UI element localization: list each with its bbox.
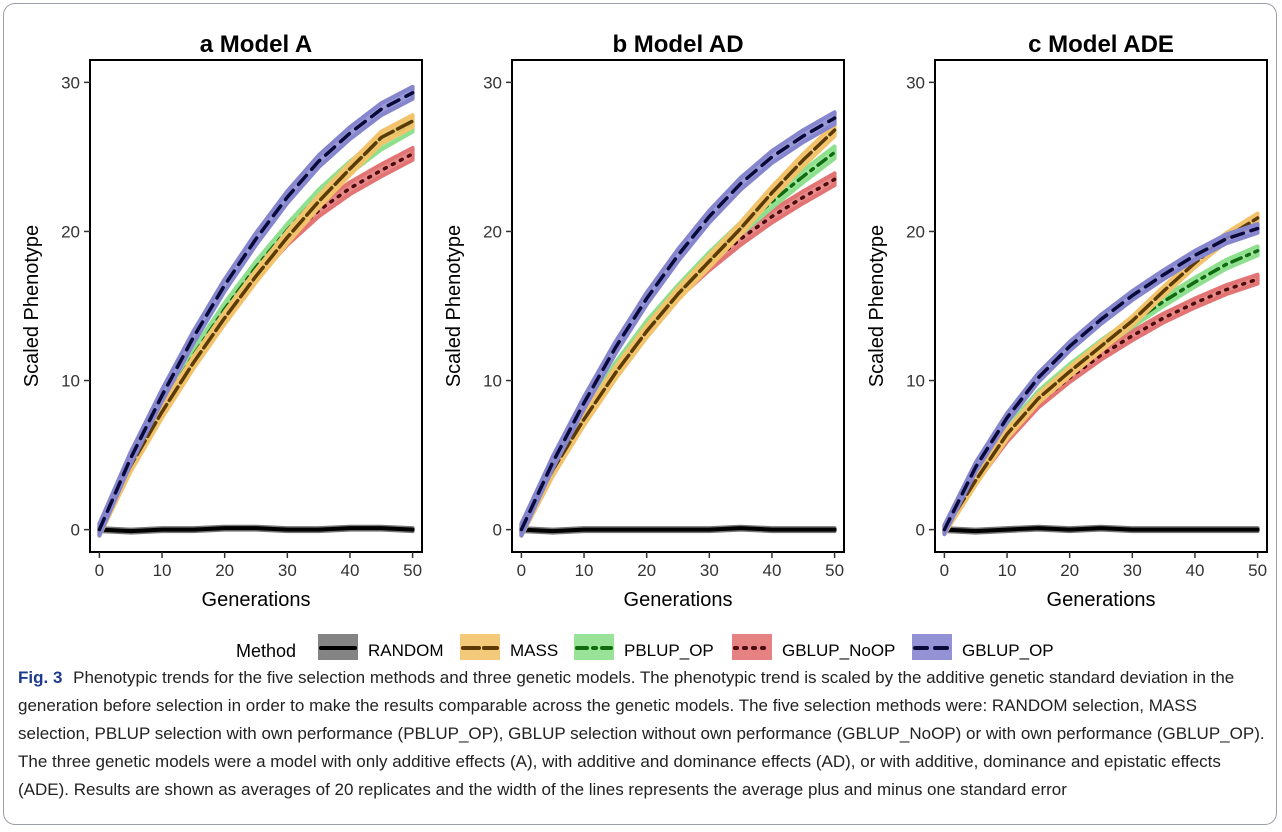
x-tick-label: 0: [517, 561, 526, 580]
title-gap: [213, 31, 220, 58]
caption-text: Phenotypic trends for the five selection…: [18, 668, 1265, 799]
panel-c: c Model ADE 0 10 20 30 40 50 0 10 20 30 Generations…: [866, 31, 1268, 611]
x-axis-label: Generations: [202, 589, 311, 611]
series-line-gblup-op: [519, 116, 837, 532]
x-tick-label: 50: [1248, 561, 1267, 580]
y-tick-label: 20: [483, 222, 502, 241]
x-axis-label: Generations: [624, 589, 733, 611]
panel-b: b Model AD 0 10 20 30 40 50 0 10 20 30 Generations S…: [443, 31, 845, 611]
panel-title-text: Model A: [220, 31, 312, 58]
x-tick-label: 20: [1060, 561, 1079, 580]
panel-a: a Model A 0 10 20 30 40 50 0 10 20 30 Generations Sc…: [21, 31, 423, 611]
panel-title-text: Model AD: [634, 31, 744, 58]
legend-label: GBLUP_NoOP: [782, 641, 895, 660]
legend: Method RANDOM MASS PBLUP_OP GBLUP_NoOP GBLUP…: [236, 634, 1054, 660]
plot-frame: [934, 59, 1268, 553]
x-tick-label: 20: [215, 561, 234, 580]
panel-letter: b: [612, 31, 627, 58]
y-tick-label: 0: [916, 521, 925, 540]
title-gap: [1041, 31, 1048, 58]
legend-label: GBLUP_OP: [962, 641, 1054, 660]
legend-label: MASS: [510, 641, 558, 660]
y-axis-label: Scaled Phenotype: [443, 225, 465, 387]
panel-letter: a: [200, 31, 214, 58]
x-tick-label: 0: [940, 561, 949, 580]
y-tick-label: 0: [493, 521, 502, 540]
series-band-mass: [519, 122, 837, 538]
series-band-gblup-op: [519, 110, 837, 538]
y-axis-label: Scaled Phenotype: [21, 225, 43, 387]
series-line-mass: [97, 119, 415, 532]
y-tick-label: 30: [61, 73, 80, 92]
series-line-gblup-noop: [97, 152, 415, 532]
x-axis-label: Generations: [1047, 589, 1156, 611]
x-tick-label: 50: [825, 561, 844, 580]
y-tick-label: 30: [906, 73, 925, 92]
x-tick-label: 40: [1186, 561, 1205, 580]
panel-title: b Model AD: [612, 31, 743, 58]
title-gap: [627, 31, 634, 58]
y-tick-label: 20: [61, 222, 80, 241]
x-tick-label: 30: [700, 561, 719, 580]
panel-letter: c: [1028, 31, 1041, 58]
y-tick-label: 10: [483, 372, 502, 391]
series-line-gblup-op: [97, 91, 415, 532]
figure-caption: Fig. 3 Phenotypic trends for the five se…: [18, 664, 1268, 804]
legend-label: RANDOM: [368, 641, 444, 660]
x-tick-label: 30: [1123, 561, 1142, 580]
y-tick-label: 20: [906, 222, 925, 241]
panel-title: c Model ADE: [1028, 31, 1174, 58]
y-tick-label: 0: [71, 521, 80, 540]
caption-label: Fig. 3: [18, 668, 63, 687]
series-line-mass: [519, 128, 837, 532]
figure-frame: [3, 3, 1277, 825]
x-tick-label: 40: [341, 561, 360, 580]
figure-panels: a Model A 0 10 20 30 40 50 0 10 20 30 Generations Sc…: [21, 31, 1268, 660]
y-axis-label: Scaled Phenotype: [866, 225, 888, 387]
series-band-mass: [97, 113, 415, 538]
y-tick-label: 10: [906, 372, 925, 391]
x-tick-label: 10: [998, 561, 1017, 580]
series-line-random: [519, 526, 837, 534]
panel-title-text: Model ADE: [1048, 31, 1174, 58]
series-band-gblup-op: [97, 84, 415, 538]
series-line-random: [97, 526, 415, 534]
series-band-gblup-op: [942, 222, 1260, 537]
x-tick-label: 50: [403, 561, 422, 580]
x-tick-label: 20: [637, 561, 656, 580]
x-tick-label: 10: [153, 561, 172, 580]
panel-title: a Model A: [200, 31, 312, 58]
x-tick-label: 40: [763, 561, 782, 580]
legend-title: Method: [236, 641, 296, 660]
x-tick-label: 10: [575, 561, 594, 580]
series-line-gblup-op: [942, 226, 1260, 532]
chart-panels: a Model A 0 10 20 30 40 50 0 10 20 30 Generations Sc…: [21, 31, 1268, 611]
x-tick-label: 0: [95, 561, 104, 580]
y-tick-label: 30: [483, 73, 502, 92]
series-line-random: [942, 526, 1260, 534]
x-tick-label: 30: [278, 561, 297, 580]
y-tick-label: 10: [61, 372, 80, 391]
plot-frame: [89, 59, 423, 553]
series-line-gblup-noop: [942, 277, 1260, 532]
legend-label: PBLUP_OP: [624, 641, 714, 660]
